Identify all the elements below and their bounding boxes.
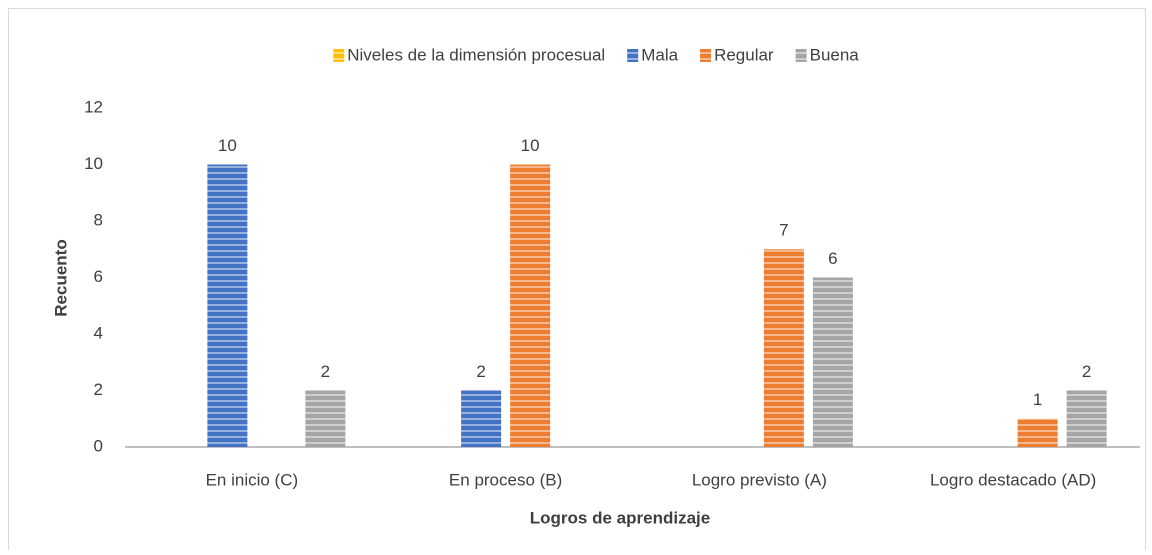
bar [207, 164, 248, 447]
legend-swatch [700, 49, 712, 62]
legend-label: Mala [641, 45, 678, 64]
y-tick-label: 2 [94, 380, 103, 399]
y-tick-label: 8 [94, 210, 103, 229]
y-tick-label: 10 [84, 154, 103, 173]
legend-swatch [333, 49, 345, 62]
bar [763, 249, 804, 447]
bar [461, 390, 502, 447]
y-tick-label: 4 [94, 323, 103, 342]
data-label: 2 [1082, 362, 1091, 381]
data-label: 1 [1033, 390, 1042, 409]
legend-label: Regular [714, 45, 774, 64]
y-tick-label: 0 [94, 436, 103, 455]
legend-label: Buena [810, 45, 860, 64]
legend: Niveles de la dimensión procesual Mala Reg… [333, 45, 859, 64]
y-axis-title: Recuento [51, 239, 70, 316]
chart-border [8, 8, 1146, 554]
data-label: 10 [521, 136, 540, 155]
bar [812, 277, 853, 447]
legend-swatch [627, 49, 639, 62]
y-tick-label: 6 [94, 267, 103, 286]
bar [510, 164, 551, 447]
data-label: 6 [828, 249, 837, 268]
x-tick-label: En inicio (C) [206, 470, 299, 489]
x-tick-label: En proceso (B) [449, 470, 562, 489]
x-tick-label: Logro destacado (AD) [930, 470, 1096, 489]
data-label: 10 [218, 136, 237, 155]
bar [1066, 390, 1107, 447]
data-label: 7 [779, 221, 788, 240]
bar [1017, 418, 1058, 447]
x-tick-label: Logro previsto (A) [692, 470, 827, 489]
data-label: 2 [321, 362, 330, 381]
data-label: 2 [476, 362, 485, 381]
x-axis-title: Logros de aprendizaje [530, 508, 710, 527]
legend-swatch [795, 49, 807, 62]
legend-label: Niveles de la dimensión procesual [347, 45, 605, 64]
bar [305, 390, 346, 447]
y-tick-label: 12 [84, 97, 103, 116]
